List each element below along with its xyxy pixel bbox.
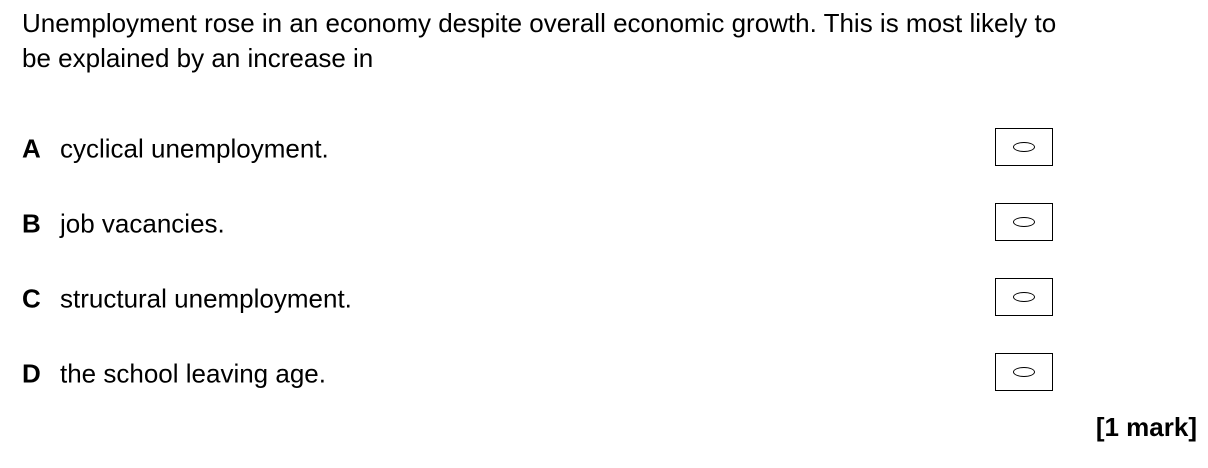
option-a-bubble-icon	[1013, 142, 1035, 152]
mark-allocation: [1 mark]	[1095, 412, 1197, 442]
option-b-bubble-icon	[1013, 217, 1035, 227]
option-b-text: job vacancies.	[60, 208, 225, 239]
option-b: B job vacancies.	[22, 202, 1062, 246]
option-b-answer-box[interactable]	[995, 203, 1053, 241]
option-a-text: cyclical unemployment.	[60, 133, 329, 164]
option-c: C structural unemployment.	[22, 277, 1062, 321]
option-d: D the school leaving age.	[22, 352, 1062, 396]
option-c-letter: C	[22, 283, 41, 314]
option-d-bubble-icon	[1013, 367, 1035, 377]
option-d-answer-box[interactable]	[995, 353, 1053, 391]
option-c-bubble-icon	[1013, 292, 1035, 302]
option-a-letter: A	[22, 133, 41, 164]
option-c-text: structural unemployment.	[60, 283, 352, 314]
option-d-letter: D	[22, 358, 41, 389]
option-b-letter: B	[22, 208, 41, 239]
option-c-answer-box[interactable]	[995, 278, 1053, 316]
question-line-2: be explained by an increase in	[22, 43, 374, 73]
question-text: Unemployment rose in an economy despite …	[22, 6, 1202, 76]
option-a: A cyclical unemployment.	[22, 127, 1062, 171]
option-d-text: the school leaving age.	[60, 358, 326, 389]
option-a-answer-box[interactable]	[995, 128, 1053, 166]
question-line-1: Unemployment rose in an economy despite …	[22, 8, 1057, 38]
